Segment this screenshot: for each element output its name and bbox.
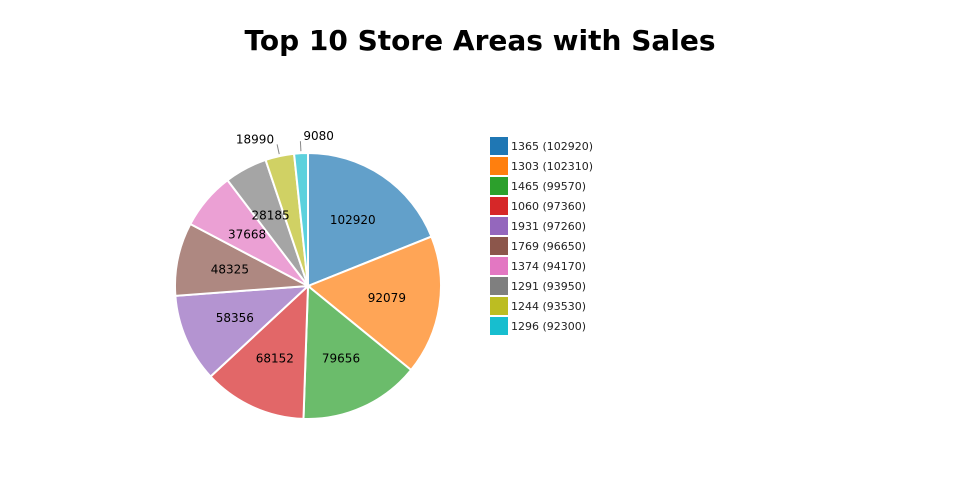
pie-slice[interactable] bbox=[209, 283, 310, 420]
legend-label: 1931 (97260) bbox=[511, 219, 587, 233]
legend-item[interactable]: 1291 (93950) bbox=[490, 276, 593, 296]
legend-swatch bbox=[490, 297, 508, 315]
legend-swatch bbox=[490, 257, 508, 275]
slice-label: 92079 bbox=[368, 291, 406, 305]
legend-item[interactable]: 1244 (93530) bbox=[490, 296, 593, 316]
slice-label: 68152 bbox=[256, 352, 294, 366]
legend-swatch bbox=[490, 137, 508, 155]
legend-item[interactable]: 1374 (94170) bbox=[490, 256, 593, 276]
legend-swatch bbox=[490, 317, 508, 335]
slice-label: 58356 bbox=[216, 311, 254, 325]
legend-label: 1060 (97360) bbox=[511, 199, 587, 213]
pie-slice[interactable] bbox=[174, 284, 311, 378]
slice-label: 37668 bbox=[228, 227, 266, 241]
slice-label: 102920 bbox=[330, 213, 376, 227]
slice-label-leader bbox=[276, 144, 280, 155]
legend-swatch bbox=[490, 177, 508, 195]
slice-label: 48325 bbox=[211, 263, 249, 277]
legend-swatch bbox=[490, 277, 508, 295]
slice-label: 28185 bbox=[252, 208, 290, 222]
legend-label: 1296 (92300) bbox=[511, 319, 587, 333]
slice-label: 9080 bbox=[303, 129, 334, 143]
chart-title: Top 10 Store Areas with Sales bbox=[244, 24, 716, 57]
legend-label: 1374 (94170) bbox=[511, 259, 587, 273]
slice-label-leader bbox=[299, 141, 302, 152]
pie-slice[interactable] bbox=[306, 235, 442, 372]
legend-item[interactable]: 1296 (92300) bbox=[490, 316, 593, 336]
legend-label: 1303 (102310) bbox=[511, 159, 594, 173]
legend-label: 1465 (99570) bbox=[511, 179, 587, 193]
legend-label: 1291 (93950) bbox=[511, 279, 587, 293]
legend-swatch bbox=[490, 157, 508, 175]
legend-item[interactable]: 1769 (96650) bbox=[490, 236, 593, 256]
pie-slice[interactable] bbox=[307, 151, 433, 288]
legend-label: 1365 (102920) bbox=[511, 139, 594, 153]
legend-item[interactable]: 1931 (97260) bbox=[490, 216, 593, 236]
pie-slice[interactable] bbox=[302, 283, 413, 420]
legend: 1365 (102920) 1303 (102310) 1465 (99570) 10… bbox=[490, 136, 593, 336]
slice-label: 79656 bbox=[322, 352, 360, 366]
legend-item[interactable]: 1365 (102920) bbox=[490, 136, 593, 156]
legend-item[interactable]: 1303 (102310) bbox=[490, 156, 593, 176]
pie-slice[interactable] bbox=[292, 151, 309, 287]
legend-item[interactable]: 1465 (99570) bbox=[490, 176, 593, 196]
legend-label: 1244 (93530) bbox=[511, 299, 587, 313]
slice-label: 18990 bbox=[236, 132, 274, 146]
legend-label: 1769 (96650) bbox=[511, 239, 587, 253]
legend-swatch bbox=[490, 217, 508, 235]
legend-swatch bbox=[490, 237, 508, 255]
legend-item[interactable]: 1060 (97360) bbox=[490, 196, 593, 216]
legend-swatch bbox=[490, 197, 508, 215]
